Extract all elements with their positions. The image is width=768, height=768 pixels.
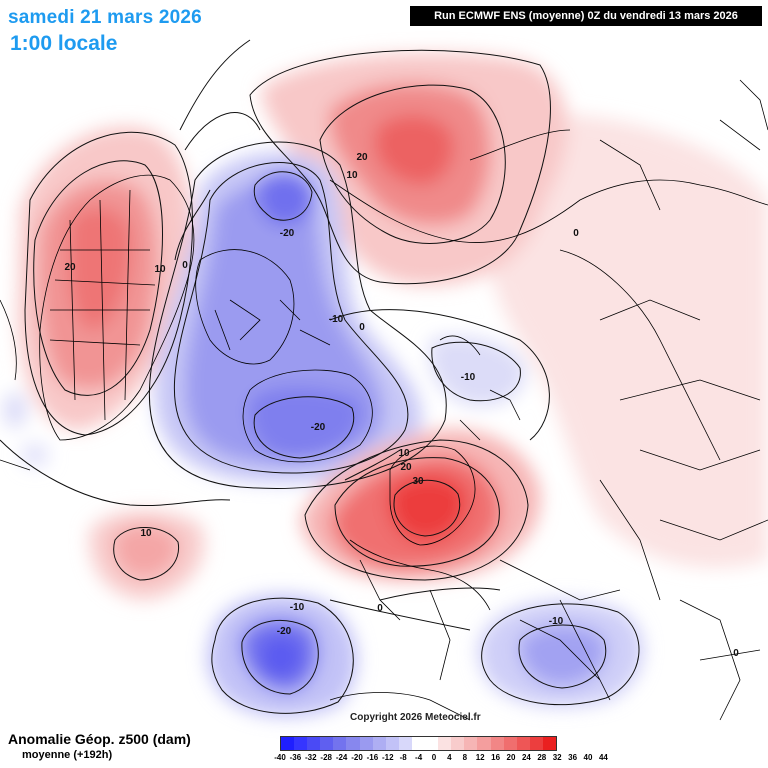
contour-label: 10 <box>398 448 410 459</box>
colorbar-tick: 20 <box>506 753 516 762</box>
colorbar-tick: 4 <box>447 753 452 762</box>
contour-label: -10 <box>461 372 476 383</box>
legend-title: Anomalie Géop. z500 (dam) <box>8 731 191 747</box>
colorbar-swatch <box>477 737 491 750</box>
colorbar-tick: -20 <box>351 753 363 762</box>
forecast-time: 1:00 locale <box>10 32 118 55</box>
colorbar-swatch <box>411 737 426 750</box>
contour-label: 0 <box>377 603 383 614</box>
run-info-banner: Run ECMWF ENS (moyenne) 0Z du vendredi 1… <box>410 6 762 26</box>
colorbar-swatch <box>542 737 556 750</box>
colorbar-swatch <box>425 737 439 750</box>
colorbar-tick: -4 <box>415 753 423 762</box>
colorbar-tick: -40 <box>274 753 286 762</box>
colorbar-ticks: -40 -36 -32 -28 -24 -20 -16 -12 -8 -4 0 4 8 12 16 20 24 2… <box>274 753 620 765</box>
colorbar-swatch <box>320 737 334 750</box>
contour-label: 0 <box>359 322 365 333</box>
forecast-date: samedi 21 mars 2026 <box>8 7 202 28</box>
colorbar-swatch <box>294 737 308 750</box>
contour-label: 20 <box>64 262 76 273</box>
contour-label: 30 <box>412 476 424 487</box>
contour-label: -10 <box>549 616 564 627</box>
contour-label: -20 <box>280 228 295 239</box>
colorbar-swatch <box>281 737 295 750</box>
colorbar-swatch <box>464 737 478 750</box>
colorbar-tick: 32 <box>552 753 562 762</box>
copyright-text: Copyright 2026 Meteociel.fr <box>350 712 481 723</box>
colorbar <box>280 736 557 751</box>
colorbar-tick: -12 <box>382 753 394 762</box>
colorbar-tick: 16 <box>491 753 501 762</box>
colorbar-swatch <box>359 737 373 750</box>
colorbar-swatch <box>372 737 386 750</box>
colorbar-swatch <box>516 737 530 750</box>
colorbar-tick: -8 <box>399 753 407 762</box>
contour-label: -10 <box>329 314 344 325</box>
colorbar-tick: -36 <box>289 753 302 762</box>
colorbar-tick: -16 <box>366 753 379 762</box>
contour-label: 10 <box>154 264 166 275</box>
colorbar-swatch <box>451 737 465 750</box>
legend-subtitle: moyenne (+192h) <box>22 749 113 761</box>
colorbar-swatch <box>529 737 543 750</box>
colorbar-tick: 0 <box>431 753 437 762</box>
contour-label: -20 <box>311 422 326 433</box>
contour-label: 10 <box>346 170 358 181</box>
colorbar-tick: 36 <box>568 753 578 762</box>
colorbar-tick: -32 <box>305 753 317 762</box>
colorbar-tick: 24 <box>521 753 531 762</box>
contour-label: 0 <box>182 260 188 271</box>
colorbar-tick: 44 <box>598 753 608 762</box>
colorbar-tick: 8 <box>462 753 468 762</box>
contour-lines <box>0 39 640 714</box>
colorbar-swatch <box>398 737 412 750</box>
colorbar-tick: -24 <box>335 753 348 762</box>
contour-label: 10 <box>140 528 152 539</box>
colorbar-swatch <box>333 737 347 750</box>
colorbar-tick: 28 <box>537 753 547 762</box>
contour-label: -20 <box>277 626 292 637</box>
colorbar-swatch <box>307 737 321 750</box>
contour-label: 0 <box>573 228 579 239</box>
contour-label: 0 <box>733 648 739 659</box>
colorbar-swatch <box>503 737 517 750</box>
colorbar-tick: 40 <box>583 753 593 762</box>
contour-label: 20 <box>400 462 412 473</box>
colorbar-swatch <box>490 737 504 750</box>
coastlines <box>0 79 768 721</box>
contour-label: 20 <box>356 152 368 163</box>
colorbar-swatch <box>346 737 360 750</box>
colorbar-tick: -28 <box>320 753 332 762</box>
colorbar-swatch <box>385 737 399 750</box>
anomaly-shading <box>3 53 768 717</box>
contour-label: -10 <box>290 602 305 613</box>
colorbar-tick: 12 <box>475 753 485 762</box>
colorbar-swatch <box>438 737 452 750</box>
